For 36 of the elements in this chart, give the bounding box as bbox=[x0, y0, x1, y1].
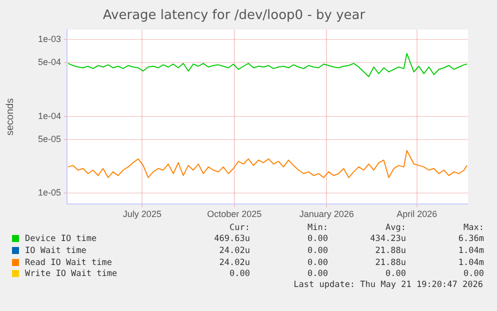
x-tick-label: April 2026 bbox=[396, 209, 438, 220]
text: 0.00 bbox=[462, 268, 484, 280]
y-tick-label: 5e-04 bbox=[38, 57, 61, 68]
text: 0.00 bbox=[306, 256, 328, 268]
text: 0.00 bbox=[384, 268, 406, 280]
y-axis-title: seconds bbox=[4, 98, 16, 136]
text: 24.02u bbox=[218, 256, 250, 268]
text: Min: bbox=[306, 222, 328, 234]
text: 21.88u bbox=[374, 256, 406, 268]
text: 1.04m bbox=[457, 245, 484, 257]
text: 21.88u bbox=[374, 245, 406, 257]
text: Max: bbox=[462, 222, 484, 234]
text: Avg: bbox=[384, 222, 406, 234]
y-tick-label: 1e-03 bbox=[38, 34, 61, 44]
legend-label: IO Wait time bbox=[24, 245, 88, 257]
text: 434.23u bbox=[369, 234, 406, 246]
text: 1.04m bbox=[457, 256, 484, 268]
text: 0.00 bbox=[228, 268, 250, 280]
y-tick-label: 5e-05 bbox=[38, 134, 61, 144]
text: 0.00 bbox=[306, 245, 328, 257]
text: Last update: Thu May 21 19:20:47 2026 bbox=[294, 280, 483, 290]
legend-label: Write IO Wait time bbox=[24, 268, 118, 280]
legend-label: Device IO time bbox=[24, 234, 98, 246]
text: 24.02u bbox=[218, 245, 250, 257]
text: 0.00 bbox=[306, 234, 328, 246]
x-tick-label: October 2025 bbox=[207, 209, 262, 220]
text: Cur: bbox=[228, 222, 250, 234]
text: 0.00 bbox=[306, 268, 328, 280]
text: 469.63u bbox=[213, 234, 250, 246]
legend-label: Read IO Wait time bbox=[24, 256, 113, 268]
x-tick-label: January 2026 bbox=[299, 209, 354, 220]
x-tick-label: July 2025 bbox=[122, 209, 162, 220]
text: 6.36m bbox=[457, 234, 484, 246]
y-tick-label: 1e-04 bbox=[38, 110, 61, 121]
chart-title: Average latency for /dev/loop0 - by year bbox=[102, 8, 366, 24]
y-tick-label: 1e-05 bbox=[38, 188, 61, 198]
